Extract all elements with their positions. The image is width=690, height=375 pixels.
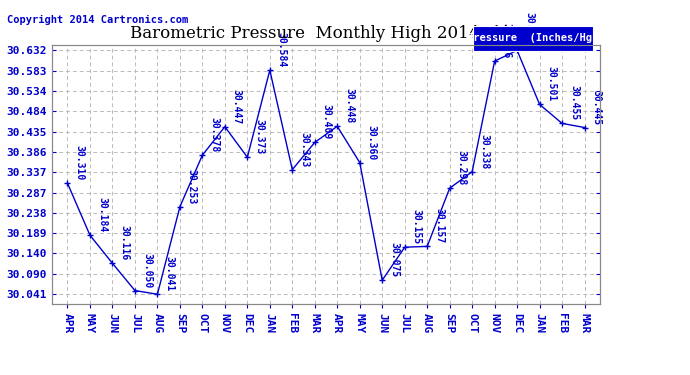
Text: 30.445: 30.445 bbox=[591, 90, 602, 125]
Text: 30.632: 30.632 bbox=[524, 12, 534, 48]
Text: 30.338: 30.338 bbox=[479, 134, 489, 169]
Title: Barometric Pressure  Monthly High 20140416: Barometric Pressure Monthly High 2014041… bbox=[130, 25, 522, 42]
Text: 30.041: 30.041 bbox=[164, 256, 175, 291]
Text: 30.447: 30.447 bbox=[232, 88, 241, 124]
Text: 30.157: 30.157 bbox=[434, 209, 444, 244]
Text: 30.184: 30.184 bbox=[97, 197, 107, 232]
Text: 30.116: 30.116 bbox=[119, 225, 130, 261]
Text: 30.253: 30.253 bbox=[187, 169, 197, 204]
Text: 30.050: 30.050 bbox=[142, 252, 152, 288]
Text: 30.448: 30.448 bbox=[344, 88, 354, 123]
Text: 30.360: 30.360 bbox=[366, 124, 377, 160]
Text: 30.409: 30.409 bbox=[322, 104, 332, 140]
Text: 30.155: 30.155 bbox=[412, 209, 422, 245]
Text: Pressure  (Inches/Hg): Pressure (Inches/Hg) bbox=[467, 33, 599, 44]
Text: 30.310: 30.310 bbox=[75, 145, 84, 180]
Text: 30.501: 30.501 bbox=[546, 66, 557, 102]
Text: 30.075: 30.075 bbox=[389, 242, 400, 278]
Text: 30.373: 30.373 bbox=[255, 119, 264, 154]
Text: 30.378: 30.378 bbox=[209, 117, 219, 152]
Text: 30.343: 30.343 bbox=[299, 132, 309, 167]
Text: Copyright 2014 Cartronics.com: Copyright 2014 Cartronics.com bbox=[7, 15, 188, 25]
Text: 30.584: 30.584 bbox=[277, 32, 287, 68]
Text: 30.298: 30.298 bbox=[457, 150, 466, 185]
Text: 30.606: 30.606 bbox=[502, 23, 511, 58]
Text: 30.455: 30.455 bbox=[569, 86, 579, 121]
